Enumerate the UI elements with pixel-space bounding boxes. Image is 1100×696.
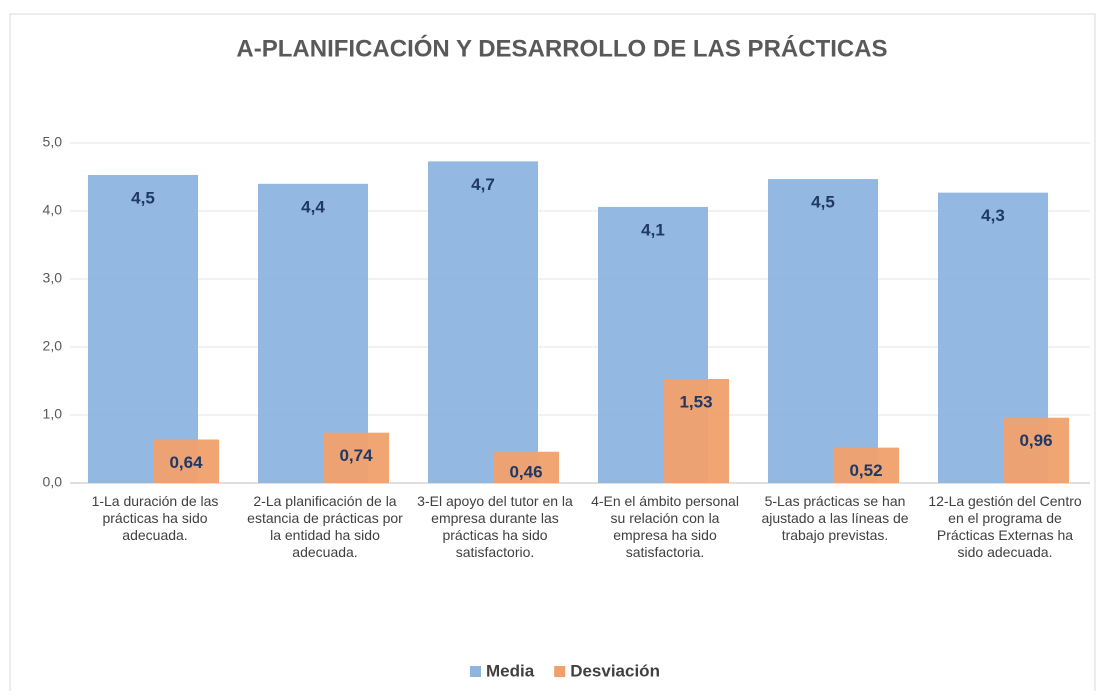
chart-title: A-PLANIFICACIÓN Y DESARROLLO DE LAS PRÁC… [236, 34, 887, 62]
x-tick-label-box: 1-La duración de las prácticas ha sido a… [91, 493, 219, 543]
x-tick-label: 12-La gestión del Centro en el programa … [928, 493, 1082, 560]
bar [833, 447, 899, 483]
data-label: 0,52 [849, 461, 882, 480]
data-label: 4,5 [811, 193, 835, 212]
data-label: 0,74 [339, 446, 373, 465]
x-tick-label: 4-En el ámbito personal su relación con … [591, 493, 739, 560]
x-tick-label-box: 4-En el ámbito personal su relación con … [591, 493, 739, 560]
bar [88, 174, 198, 483]
data-label: 1,53 [679, 392, 712, 411]
x-tick-label: 5-Las prácticas se han ajustado a las lí… [761, 493, 909, 543]
data-label: 0,64 [169, 453, 203, 472]
y-tick-label: 2,0 [43, 338, 63, 354]
x-tick-label: 2-La planificación de la estancia de prá… [247, 493, 403, 560]
x-tick-label: 1-La duración de las prácticas ha sido a… [91, 493, 219, 543]
data-label: 4,7 [471, 175, 495, 194]
legend-label: Media [486, 661, 535, 680]
bar [153, 439, 219, 483]
x-tick-label-box: 2-La planificación de la estancia de prá… [247, 493, 403, 560]
bar [663, 378, 729, 483]
bar [493, 451, 559, 483]
data-label: 0,96 [1019, 431, 1052, 450]
data-label: 4,5 [131, 188, 155, 207]
y-tick-label: 0,0 [43, 474, 63, 490]
y-tick-label: 3,0 [43, 270, 63, 286]
legend-swatch [470, 666, 481, 677]
bar [323, 432, 389, 483]
bar [768, 179, 878, 484]
data-label: 4,1 [641, 220, 665, 239]
x-tick-label-box: 3-El apoyo del tutor en la empresa duran… [417, 493, 573, 560]
data-label: 0,46 [509, 462, 542, 481]
bar [1003, 417, 1069, 483]
x-tick-label: 3-El apoyo del tutor en la empresa duran… [417, 493, 573, 560]
data-label: 4,4 [301, 197, 325, 216]
legend-swatch [554, 666, 566, 677]
legend-label: Desviación [570, 661, 660, 680]
y-tick-label: 1,0 [43, 406, 63, 422]
y-tick-label: 4,0 [43, 202, 63, 218]
x-tick-label-box: 12-La gestión del Centro en el programa … [928, 493, 1082, 560]
y-tick-label: 5,0 [43, 134, 63, 150]
data-label: 4,3 [981, 206, 1005, 225]
bar [428, 161, 538, 484]
x-tick-label-box: 5-Las prácticas se han ajustado a las lí… [761, 493, 909, 543]
